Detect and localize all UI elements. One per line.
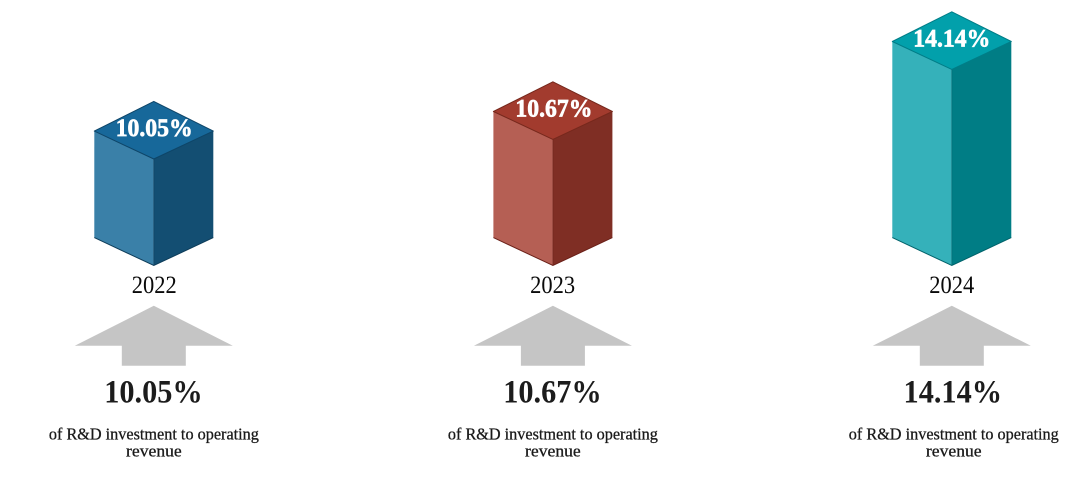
svg-text:revenue: revenue: [926, 442, 982, 461]
svg-text:10.05%: 10.05%: [104, 375, 203, 411]
svg-text:of R&D investment to operating: of R&D investment to operating: [849, 425, 1059, 444]
svg-text:10.67%: 10.67%: [515, 94, 592, 123]
svg-text:revenue: revenue: [525, 442, 581, 461]
svg-text:14.14%: 14.14%: [913, 24, 990, 53]
svg-text:of R&D investment to operating: of R&D investment to operating: [448, 425, 658, 444]
svg-text:2024: 2024: [929, 272, 974, 299]
svg-text:of R&D investment to operating: of R&D investment to operating: [49, 425, 259, 444]
svg-text:10.67%: 10.67%: [503, 375, 602, 411]
svg-text:2022: 2022: [132, 272, 177, 299]
svg-text:14.14%: 14.14%: [904, 375, 1003, 411]
svg-text:2023: 2023: [530, 272, 575, 299]
svg-text:revenue: revenue: [126, 442, 182, 461]
svg-text:10.05%: 10.05%: [116, 113, 193, 142]
